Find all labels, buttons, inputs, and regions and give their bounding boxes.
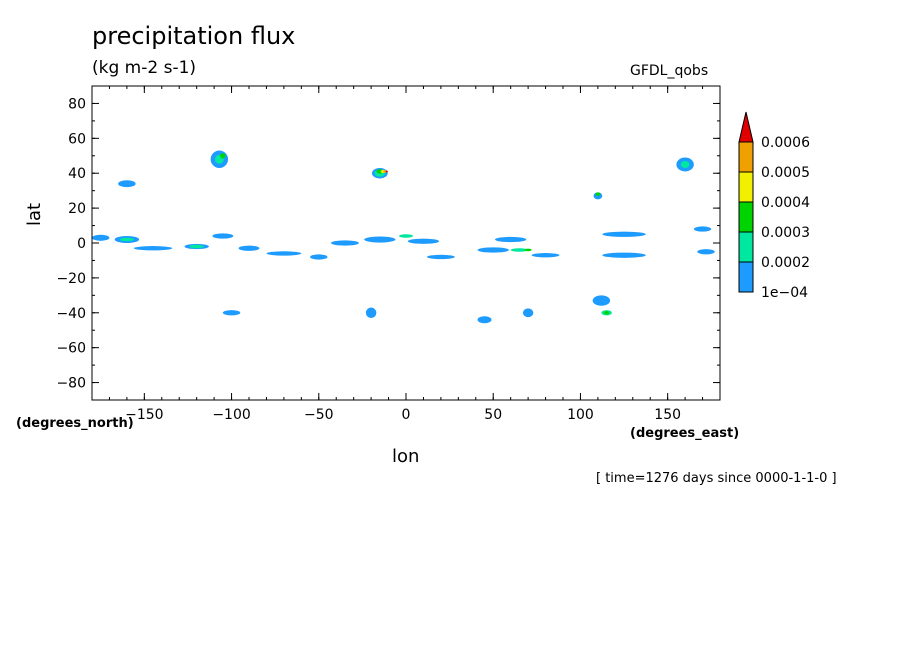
contour-blob-25 [365,307,377,319]
contour-blob-13 [494,236,527,243]
y-axis-units: (degrees_north) [16,416,134,431]
plot-frame [91,85,721,401]
contour-blob-11 [426,254,455,260]
chart-title: precipitation flux [92,22,296,50]
colorbar-segment-4 [738,141,754,173]
colorbar: 1e−04 0.0002 0.0003 0.0004 0.0005 0.0006 [738,111,810,301]
y-tick-label: 40 [68,166,86,182]
y-tick-label: 20 [68,201,86,217]
contour-blob-26 [477,316,492,324]
colorbar-segment-2 [738,201,754,233]
contour-blob-27 [522,308,534,318]
contour-blob-9 [364,236,396,243]
contour-blob-18 [697,249,715,255]
x-tick-label: 100 [567,407,594,423]
colorbar-label: 1e−04 [761,285,808,301]
contour-blob-2 [133,246,173,251]
y-tick-label: −80 [56,376,86,392]
colorbar-label: 0.0003 [761,225,810,241]
contour-blob-33 [399,234,413,238]
chart-units: (kg m-2 s-1) [92,58,197,78]
contour-blob-44 [385,170,388,173]
contour-blob-8 [330,240,359,246]
contour-blob-41 [524,248,532,252]
dataset-label: GFDL_qobs [630,63,709,79]
contour-blob-19 [118,180,136,188]
contour-blob-38 [220,153,226,159]
contour-blob-12 [477,247,509,253]
x-tick-label: 0 [402,407,411,423]
colorbar-segment-3 [738,171,754,203]
contour-blob-28 [222,310,241,316]
x-tick-label: 50 [484,407,502,423]
contour-blob-0 [92,234,110,241]
y-tick-label: −40 [56,306,86,322]
x-tick-label: −150 [125,407,163,423]
contour-field [92,150,715,324]
contour-blob-14 [531,253,560,258]
x-axis-units: (degrees_east) [630,426,740,441]
contour-blob-7 [310,254,328,260]
y-tick-label: 0 [77,236,86,252]
contour-blob-36 [680,161,690,168]
x-axis-label: lon [392,446,420,467]
time-stamp: [ time=1276 days since 0000-1-1-0 ] [596,471,837,486]
contour-blob-39 [595,192,601,196]
contour-blob-24 [592,295,611,306]
contour-blob-29 [119,237,134,242]
colorbar-label: 0.0006 [761,135,810,151]
y-tick-label: −20 [56,271,86,287]
contour-blob-6 [266,251,302,256]
axis-ticks: −150 −100 −50 0 50 100 150 80 60 40 20 0 −20 −40 −60 −8… [56,86,720,423]
contour-blob-10 [407,238,440,244]
x-tick-label: 150 [654,407,681,423]
y-tick-label: 80 [68,96,86,112]
x-tick-label: −100 [212,407,250,423]
contour-blob-16 [602,252,646,258]
colorbar-extend-arrow [738,111,754,143]
contour-blob-5 [238,245,260,251]
colorbar-label: 0.0004 [761,195,810,211]
colorbar-segment-0 [738,261,754,293]
contour-blob-4 [212,233,234,239]
contour-blob-17 [693,226,712,232]
y-tick-label: 60 [68,131,86,147]
contour-blob-40 [603,311,610,315]
colorbar-segment-1 [738,231,754,263]
contour-blob-34 [510,248,529,252]
colorbar-label: 0.0005 [761,165,810,181]
x-tick-label: −50 [304,407,334,423]
contour-blob-30 [189,244,204,249]
contour-blob-15 [602,231,646,237]
colorbar-label: 0.0002 [761,255,810,271]
y-tick-label: −60 [56,341,86,357]
contour-blob-43 [383,170,387,173]
